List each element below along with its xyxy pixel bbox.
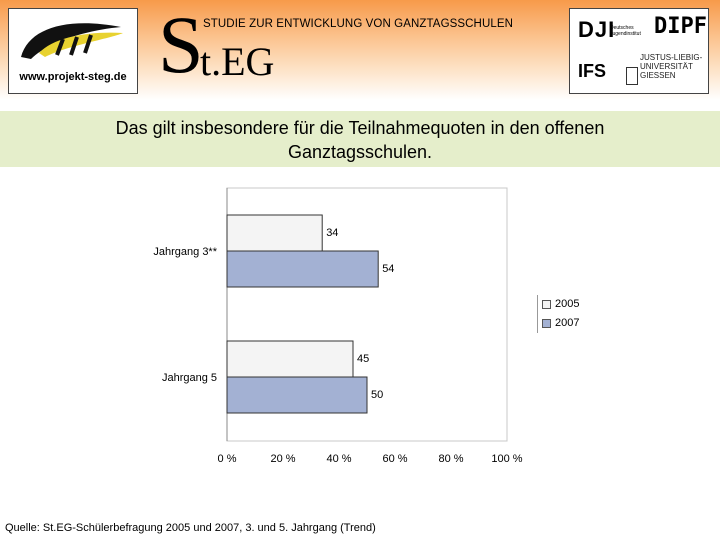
ifs-logo: IFS: [578, 61, 607, 81]
category-label-1: Jahrgang 5: [162, 372, 217, 384]
x-tick-label-4: 80 %: [438, 453, 463, 465]
project-url[interactable]: www.projekt-steg.de: [19, 71, 127, 83]
uni-line-3: GIESSEN: [640, 71, 676, 80]
steg-logo-text: t.EG: [200, 39, 275, 84]
bar-2007-0: [226, 250, 379, 288]
study-subtitle: STUDIE ZUR ENTWICKLUNG VON GANZTAGSSCHUL…: [203, 18, 514, 30]
legend-label-2007: 2007: [555, 317, 580, 329]
legend-item-2007: 2007: [542, 317, 579, 329]
category-label-0: Jahrgang 3**: [153, 246, 217, 258]
x-tick-label-5: 100 %: [491, 453, 522, 465]
legend-label-2005: 2005: [555, 298, 580, 310]
x-tick-label-3: 60 %: [382, 453, 407, 465]
dji-logo: DJI: [578, 17, 616, 42]
source-note: Quelle: St.EG-Schülerbefragung 2005 und …: [5, 522, 376, 534]
x-tick-label-1: 20 %: [270, 453, 295, 465]
headline-line-2: Ganztagsschulen.: [287, 142, 433, 162]
data-label-2005-1: 45: [357, 353, 369, 365]
dipf-logo: DIPF: [654, 14, 707, 39]
data-label-2005-0: 34: [326, 227, 338, 239]
uni-line-2: UNIVERSITÄT: [640, 62, 693, 71]
dji-subtitle: Deutsches Jugendinstitut: [610, 25, 641, 37]
legend-swatch-2005: [542, 299, 551, 309]
chart-legend: 2005 2007: [537, 295, 582, 333]
steg-logo-graphic: [21, 23, 123, 59]
legend-swatch-2007: [542, 318, 551, 328]
legend-item-2005: 2005: [542, 298, 579, 310]
bar-2007-1: [226, 376, 368, 414]
steg-logo-letter: S: [158, 0, 204, 90]
steg-logo: www.projekt-steg.de: [8, 8, 138, 94]
x-tick-label-0: 0 %: [218, 453, 237, 465]
partner-logos: DJI Deutsches Jugendinstitut DIPF IFS JU…: [569, 8, 709, 94]
bar-2005-0: [226, 214, 323, 252]
headline: Das gilt insbesondere für die Teilnahmeq…: [0, 116, 720, 164]
uni-line-1: JUSTUS-LIEBIG-: [640, 53, 703, 62]
data-label-2007-0: 54: [382, 263, 394, 275]
uni-seal-icon: [626, 67, 638, 85]
headline-band: [0, 111, 720, 167]
x-tick-label-2: 40 %: [326, 453, 351, 465]
bar-2005-1: [226, 340, 354, 378]
headline-line-1: Das gilt insbesondere für die Teilnahmeq…: [115, 118, 605, 138]
uni-giessen-logo: JUSTUS-LIEBIG- UNIVERSITÄT GIESSEN: [640, 53, 702, 80]
data-label-2007-1: 50: [371, 389, 383, 401]
